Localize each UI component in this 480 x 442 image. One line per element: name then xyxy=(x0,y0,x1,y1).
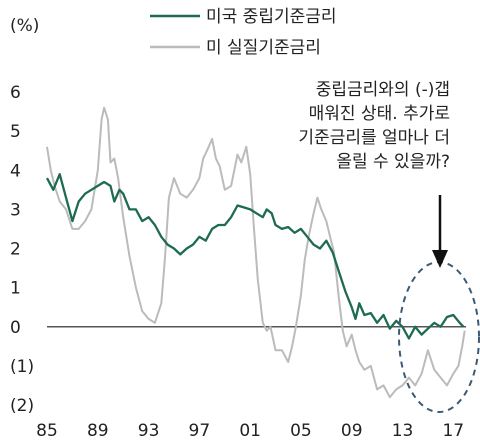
y-tick-label: 5 xyxy=(10,122,21,142)
y-tick-label: (2) xyxy=(10,396,34,416)
y-axis-unit: (%) xyxy=(10,16,39,36)
legend-label-1: 미 실질기준금리 xyxy=(206,38,321,58)
annotation-line: 올릴 수 있을까? xyxy=(336,152,450,172)
y-tick-label: 3 xyxy=(10,200,21,220)
x-tick-label: 97 xyxy=(189,421,211,441)
x-tick-label: 05 xyxy=(290,421,312,441)
y-tick-label: 2 xyxy=(10,240,21,260)
annotation-line: 매워진 상태. 추가로 xyxy=(309,104,450,124)
y-tick-label: 4 xyxy=(10,161,21,181)
y-tick-label: 1 xyxy=(10,279,21,299)
series-line-1 xyxy=(46,106,466,399)
annotation-arrow-head xyxy=(432,250,448,268)
series-lines xyxy=(45,106,466,399)
annotation-line: 중립금리와의 (-)갭 xyxy=(316,80,450,100)
y-tick-label: 0 xyxy=(10,318,21,338)
y-tick-label: 6 xyxy=(10,83,21,103)
series-line-0 xyxy=(45,173,465,340)
x-tick-label: 85 xyxy=(36,421,58,441)
legend-label-0: 미국 중립기준금리 xyxy=(206,7,337,27)
x-tick-label: 89 xyxy=(87,421,109,441)
y-axis-ticks: 6 5 4 3 2 1 0 (1) (2) xyxy=(10,83,34,416)
y-tick-label: (1) xyxy=(10,357,34,377)
x-tick-label: 13 xyxy=(392,421,414,441)
x-tick-label: 09 xyxy=(341,421,363,441)
x-axis-ticks: 85 89 93 97 01 05 09 13 17 xyxy=(36,421,464,441)
x-tick-label: 93 xyxy=(138,421,160,441)
annotation-line: 기준금리를 얼마나 더 xyxy=(298,128,450,148)
x-tick-label: 01 xyxy=(239,421,261,441)
x-tick-label: 17 xyxy=(442,421,464,441)
